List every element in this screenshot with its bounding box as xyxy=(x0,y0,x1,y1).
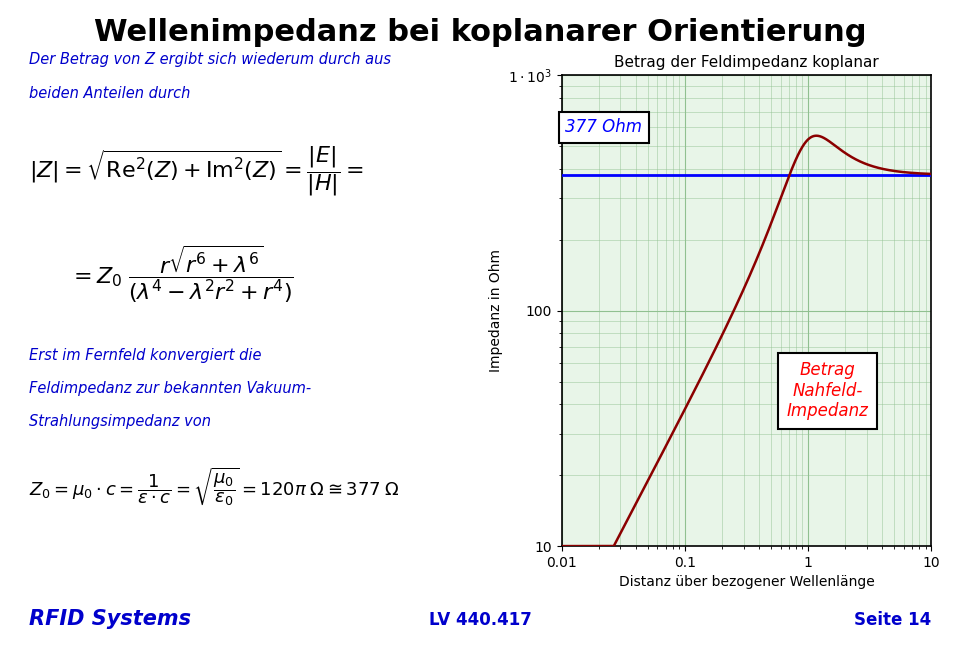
Text: $= Z_0\; \dfrac{r\sqrt{r^6+\lambda^6}}{\left(\lambda^4 - \lambda^2 r^2 + r^4\rig: $= Z_0\; \dfrac{r\sqrt{r^6+\lambda^6}}{\… xyxy=(69,243,294,305)
Text: beiden Anteilen durch: beiden Anteilen durch xyxy=(29,86,190,101)
Text: LV 440.417: LV 440.417 xyxy=(428,611,532,628)
Text: $|Z| = \sqrt{\mathrm{Re}^2(Z)+\mathrm{Im}^2(Z)} = \dfrac{|E|}{|H|} =$: $|Z| = \sqrt{\mathrm{Re}^2(Z)+\mathrm{Im… xyxy=(29,144,364,198)
Text: Betrag
Nahfeld-
Impedanz: Betrag Nahfeld- Impedanz xyxy=(787,361,869,421)
Text: Seite 14: Seite 14 xyxy=(854,611,931,628)
Text: Der Betrag von Z ergibt sich wiederum durch aus: Der Betrag von Z ergibt sich wiederum du… xyxy=(29,52,391,67)
Y-axis label: Impedanz in Ohm: Impedanz in Ohm xyxy=(489,249,502,372)
X-axis label: Distanz über bezogener Wellenlänge: Distanz über bezogener Wellenlänge xyxy=(618,576,875,589)
Text: $Z_0 = \mu_0 \cdot c = \dfrac{1}{\varepsilon \cdot c} = \sqrt{\dfrac{\mu_0}{\var: $Z_0 = \mu_0 \cdot c = \dfrac{1}{\vareps… xyxy=(29,466,399,508)
Text: Wellenimpedanz bei koplanarer Orientierung: Wellenimpedanz bei koplanarer Orientieru… xyxy=(94,18,866,47)
Text: Strahlungsimpedanz von: Strahlungsimpedanz von xyxy=(29,414,211,429)
Text: 377 Ohm: 377 Ohm xyxy=(565,118,642,137)
Text: Feldimpedanz zur bekannten Vakuum-: Feldimpedanz zur bekannten Vakuum- xyxy=(29,381,311,396)
Title: Betrag der Feldimpedanz koplanar: Betrag der Feldimpedanz koplanar xyxy=(614,55,878,70)
Text: RFID Systems: RFID Systems xyxy=(29,609,191,628)
Text: Erst im Fernfeld konvergiert die: Erst im Fernfeld konvergiert die xyxy=(29,348,261,363)
